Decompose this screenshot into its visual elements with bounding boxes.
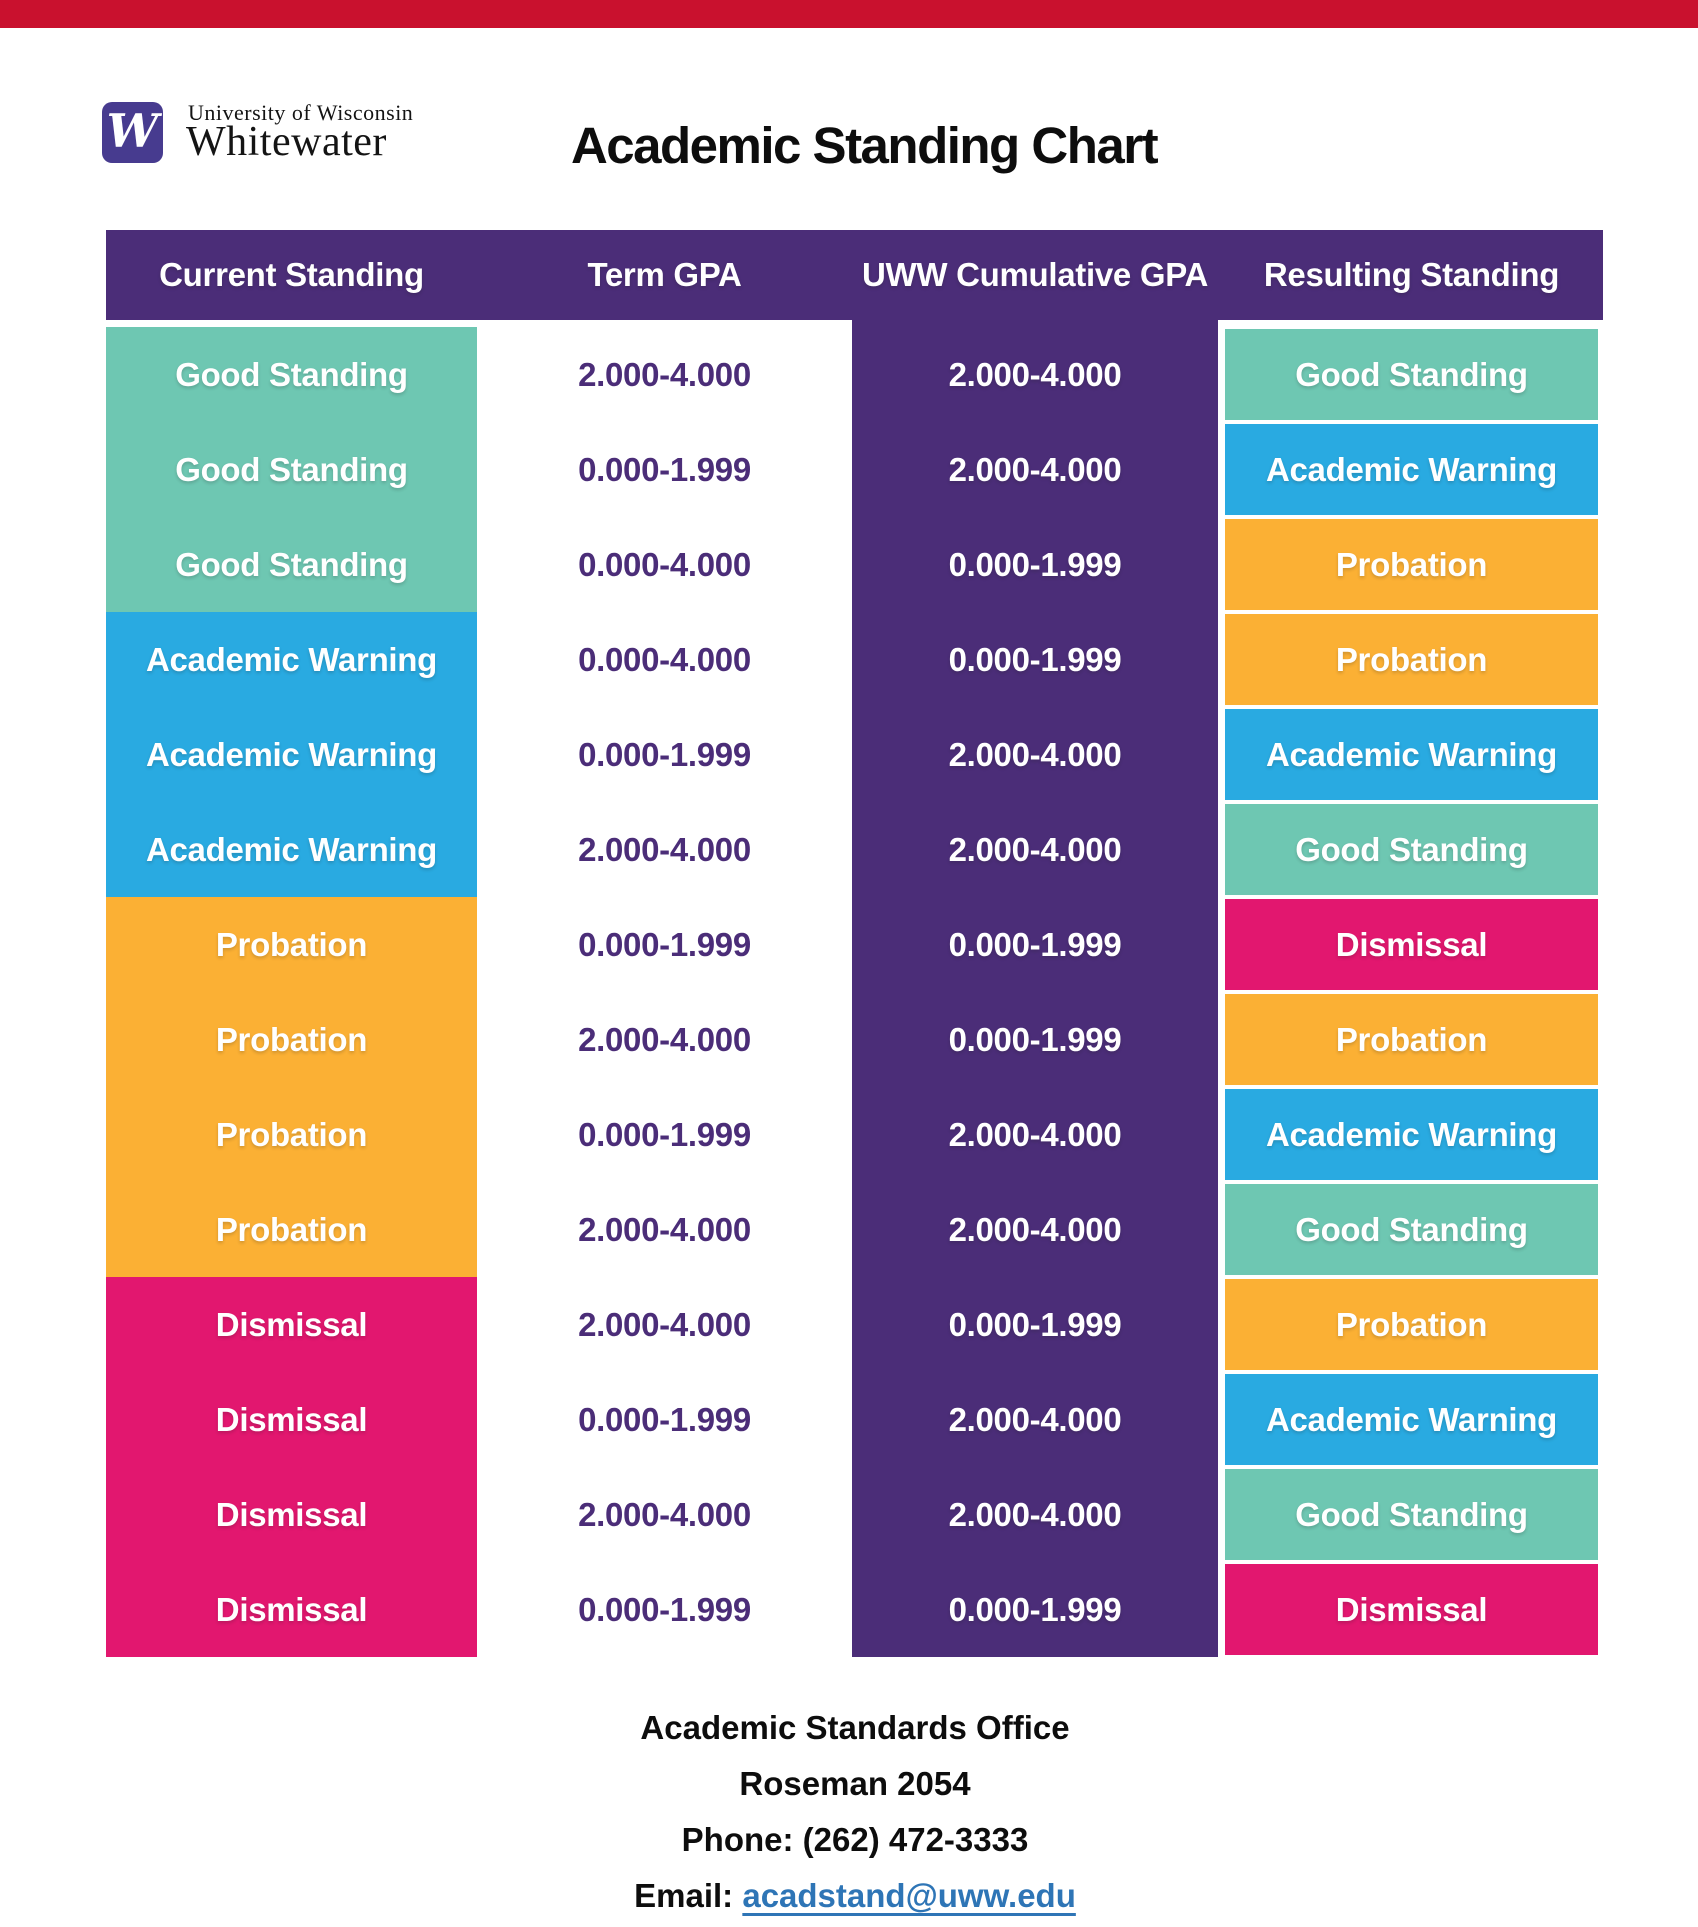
resulting-standing-cell: Good Standing	[1225, 804, 1598, 895]
footer-email-line: Email: acadstand@uww.edu	[355, 1868, 1355, 1924]
cumulative-gpa-cell: 0.000-1.999	[948, 641, 1122, 678]
term-gpa-cell: 2.000-4.000	[578, 831, 751, 868]
top-red-bar	[0, 0, 1698, 28]
logo-w-glyph: W	[106, 103, 159, 158]
current-standing-cell: Dismissal	[106, 1372, 477, 1467]
current-standing-cell: Dismissal	[106, 1277, 477, 1372]
cumulative-gpa-cell: 2.000-4.000	[948, 1496, 1122, 1533]
header-cell-cumulative-gpa: UWW Cumulative GPA	[862, 256, 1208, 293]
resulting-standing-cell: Good Standing	[1225, 329, 1598, 420]
current-standing-cell: Academic Warning	[106, 802, 477, 897]
current-standing-cell: Academic Warning	[106, 612, 477, 707]
header-cell-resulting-standing: Resulting Standing	[1263, 256, 1560, 293]
cumulative-gpa-cell: 0.000-1.999	[948, 926, 1122, 963]
cumulative-gpa-cell: 2.000-4.000	[948, 1116, 1122, 1153]
current-standing-cell: Probation	[106, 1087, 477, 1182]
cumulative-gpa-cell: 0.000-1.999	[948, 1021, 1122, 1058]
footer-room-line: Roseman 2054	[739, 1765, 971, 1802]
resulting-standing-cell: Probation	[1225, 1279, 1598, 1370]
term-gpa-cell: 0.000-1.999	[578, 926, 751, 963]
resulting-standing-cell: Good Standing	[1225, 1469, 1598, 1560]
cumulative-gpa-cell: 2.000-4.000	[948, 831, 1122, 868]
cumulative-gpa-cell: 2.000-4.000	[948, 1211, 1122, 1248]
resulting-standing-cell: Dismissal	[1225, 899, 1598, 990]
term-gpa-cell: 2.000-4.000	[578, 1021, 751, 1058]
resulting-standing-cell: Probation	[1225, 614, 1598, 705]
term-gpa-cell: 2.000-4.000	[578, 356, 751, 393]
term-gpa-cell: 0.000-1.999	[578, 451, 751, 488]
current-standing-cell: Good Standing	[106, 422, 477, 517]
current-standing-cell: Good Standing	[106, 327, 477, 422]
current-standing-cell: Good Standing	[106, 517, 477, 612]
uww-logo-mark: W	[102, 102, 163, 163]
logo-university-line: University of Wisconsin	[188, 100, 414, 125]
resulting-standing-cell: Academic Warning	[1225, 709, 1598, 800]
current-standing-cell: Academic Warning	[106, 707, 477, 802]
cumulative-gpa-cell: 2.000-4.000	[948, 736, 1122, 773]
logo-whitewater-line: Whitewater	[186, 119, 387, 165]
term-gpa-cell: 0.000-1.999	[578, 1401, 751, 1438]
page-title: Academic Standing Chart	[570, 117, 1159, 174]
header-cell-term-gpa: Term GPA	[587, 256, 742, 293]
resulting-standing-cell: Dismissal	[1225, 1564, 1598, 1655]
current-standing-cell: Dismissal	[106, 1467, 477, 1562]
resulting-standing-cell: Probation	[1225, 519, 1598, 610]
term-gpa-cell: 0.000-4.000	[578, 641, 751, 678]
resulting-standing-cell: Academic Warning	[1225, 424, 1598, 515]
term-gpa-cell: 0.000-1.999	[578, 1591, 751, 1628]
footer-phone-line: Phone: (262) 472-3333	[681, 1821, 1029, 1858]
resulting-standing-cell: Academic Warning	[1225, 1374, 1598, 1465]
footer-office-line: Academic Standards Office	[640, 1709, 1070, 1746]
cumulative-gpa-cell: 0.000-1.999	[948, 1591, 1122, 1628]
current-standing-cell: Probation	[106, 1182, 477, 1277]
email-label: Email:	[634, 1877, 743, 1914]
cumulative-gpa-cell: 2.000-4.000	[948, 1401, 1122, 1438]
resulting-standing-cell: Probation	[1225, 994, 1598, 1085]
cumulative-gpa-cell: 0.000-1.999	[948, 1306, 1122, 1343]
footer: Academic Standards Office Roseman 2054 P…	[355, 1700, 1355, 1924]
cumulative-gpa-column-strip	[852, 230, 1218, 1657]
term-gpa-cell: 2.000-4.000	[578, 1211, 751, 1248]
cumulative-gpa-cell: 2.000-4.000	[948, 451, 1122, 488]
email-link[interactable]: acadstand@uww.edu	[742, 1877, 1076, 1914]
term-gpa-cell: 2.000-4.000	[578, 1496, 751, 1533]
term-gpa-cell: 0.000-1.999	[578, 736, 751, 773]
current-standing-cell: Probation	[106, 897, 477, 992]
current-standing-cell: Dismissal	[106, 1562, 477, 1657]
cumulative-gpa-cell: 0.000-1.999	[948, 546, 1122, 583]
cumulative-gpa-cell: 2.000-4.000	[948, 356, 1122, 393]
term-gpa-cell: 0.000-4.000	[578, 546, 751, 583]
resulting-standing-cell: Good Standing	[1225, 1184, 1598, 1275]
current-standing-cell: Probation	[106, 992, 477, 1087]
term-gpa-cell: 0.000-1.999	[578, 1116, 751, 1153]
resulting-standing-cell: Academic Warning	[1225, 1089, 1598, 1180]
header-cell-current-standing: Current Standing	[159, 256, 424, 293]
term-gpa-cell: 2.000-4.000	[578, 1306, 751, 1343]
